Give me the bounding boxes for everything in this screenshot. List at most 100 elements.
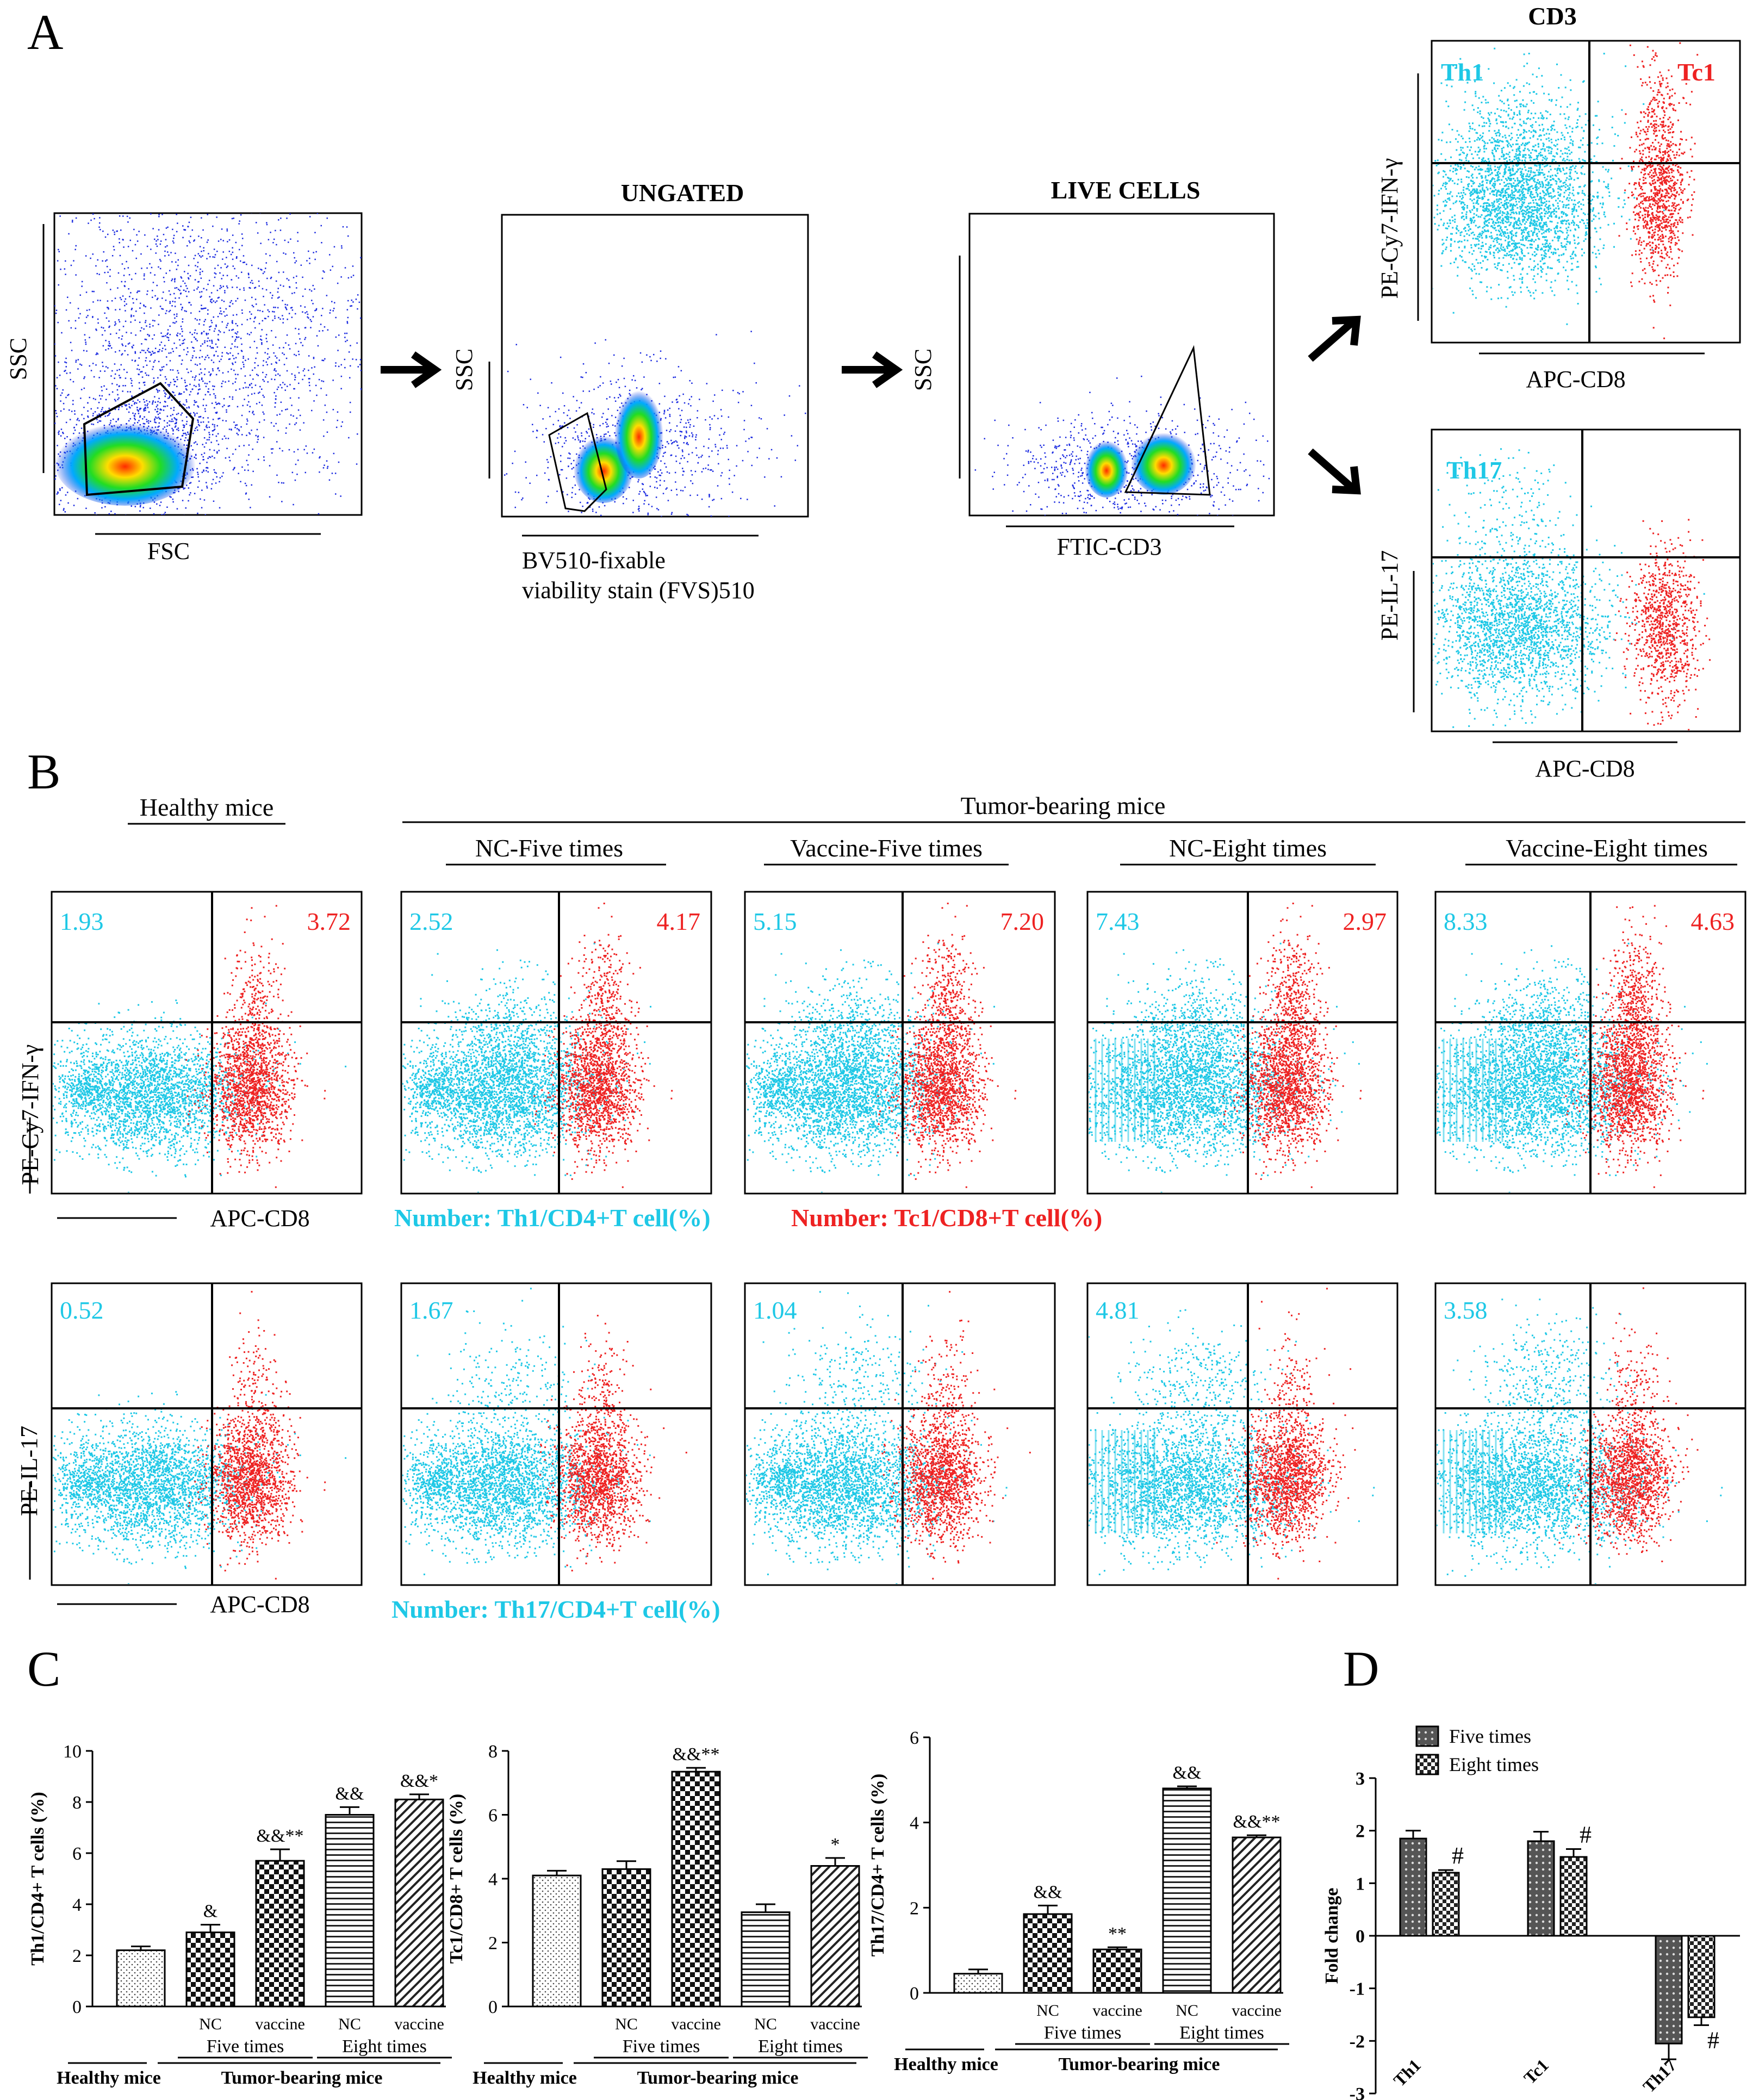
- x-group-label: Eight times: [1179, 2023, 1264, 2043]
- significance-label: &&**: [673, 1744, 720, 1765]
- panel-a-letter: A: [27, 4, 63, 60]
- x-category-label: Th1: [1390, 2055, 1425, 2090]
- x-healthy-label: Healthy mice: [473, 2068, 577, 2088]
- panel-c-letter: C: [27, 1641, 60, 1697]
- x-sub-label: vaccine: [255, 2015, 305, 2033]
- flow-plot-row1-5: 8.33 4.63: [1434, 891, 1746, 1195]
- panel-b-letter: B: [27, 744, 60, 799]
- gate-polygon: [83, 382, 195, 496]
- b-group-label: NC-Five times: [475, 834, 623, 862]
- y-tick-label: -2: [1350, 2031, 1365, 2052]
- a4-q-left: Th1: [1441, 58, 1484, 86]
- bar: [1432, 1872, 1460, 1937]
- b-healthy-label: Healthy mice: [140, 793, 274, 821]
- y-tick-label: 4: [910, 1813, 919, 1834]
- b-th17-value: 1.04: [753, 1296, 797, 1324]
- a4-ylabel: PE-Cy7-IFN-γ: [1376, 158, 1403, 299]
- x-sub-label: vaccine: [394, 2015, 444, 2033]
- b-row1-xlabel: APC-CD8: [210, 1205, 309, 1232]
- significance-label: #: [1452, 1842, 1464, 1869]
- y-tick-label: 6: [910, 1728, 919, 1748]
- x-healthy-label: Healthy mice: [894, 2054, 998, 2074]
- x-group-label: Eight times: [342, 2036, 427, 2056]
- gate-polygon: [548, 412, 607, 512]
- significance-label: &&: [1034, 1882, 1062, 1902]
- legend-swatch: [1415, 1754, 1439, 1775]
- bar: [601, 1868, 651, 2008]
- bar: [1559, 1856, 1588, 1937]
- a2-title: UNGATED: [621, 179, 744, 207]
- arrow-right-icon: [381, 351, 442, 388]
- bar: [394, 1798, 444, 2008]
- b-th1-value: 2.52: [409, 908, 453, 935]
- a5-xlabel: APC-CD8: [1535, 755, 1634, 782]
- a3-xlabel: FTIC-CD3: [1056, 533, 1161, 560]
- y-tick-label: 8: [488, 1742, 498, 1762]
- x-tumor-label: Tumor-bearing mice: [1059, 2054, 1220, 2074]
- b-tc1-value: 2.97: [1343, 908, 1387, 935]
- b-group-label: NC-Eight times: [1169, 834, 1327, 862]
- flow-plot-row2-4: 4.81: [1086, 1282, 1399, 1586]
- x-group-label: Five times: [1044, 2023, 1122, 2043]
- y-tick-label: 2: [1356, 1822, 1365, 1842]
- a1-xlabel: FSC: [147, 538, 190, 564]
- x-group-label: Five times: [623, 2036, 700, 2056]
- legend-label: Eight times: [1449, 1754, 1539, 1775]
- significance-label: &: [203, 1902, 217, 1922]
- arrow-down-right-icon: [1308, 448, 1361, 495]
- significance-label: &&: [1173, 1763, 1202, 1783]
- bar: [671, 1770, 721, 2008]
- flow-plot-row1-2: 2.52 4.17: [400, 891, 712, 1195]
- bar: [185, 1931, 235, 2008]
- bar: [1232, 1836, 1282, 1994]
- gating-plot-live-cells: LIVE CELLS SSC FTIC-CD3: [910, 176, 1275, 560]
- bar: [1687, 1935, 1716, 2018]
- flow-plot-row2-2: 1.67: [400, 1282, 712, 1586]
- y-tick-label: -3: [1350, 2084, 1365, 2100]
- bar: [532, 1874, 582, 2008]
- y-tick-label: 10: [63, 1742, 82, 1762]
- y-tick-label: -1: [1350, 1979, 1365, 1999]
- bar: [1023, 1913, 1073, 1994]
- y-axis-label: Th1/CD4+ T cells (%): [28, 1792, 48, 1965]
- y-tick-label: 4: [72, 1895, 82, 1915]
- y-tick-label: 0: [488, 1997, 498, 2017]
- legend-swatch: [1415, 1725, 1439, 1747]
- b-th17-value: 1.67: [409, 1296, 453, 1324]
- y-tick-label: 4: [488, 1869, 498, 1890]
- y-tick-label: 2: [488, 1934, 498, 1954]
- y-tick-label: 6: [488, 1806, 498, 1826]
- significance-label: &&**: [1233, 1812, 1281, 1832]
- x-sub-label: vaccine: [1232, 2002, 1282, 2020]
- y-tick-label: 1: [1356, 1874, 1365, 1894]
- a1-ylabel: SSC: [5, 338, 32, 380]
- arrow-right-icon: [842, 351, 903, 388]
- b-tc1-value: 4.17: [657, 908, 701, 935]
- a5-q-left: Th17: [1446, 456, 1502, 484]
- y-tick-label: 2: [72, 1946, 82, 1966]
- b-th17-value: 0.52: [60, 1296, 104, 1324]
- bar: [810, 1865, 860, 2008]
- bar: [116, 1949, 166, 2008]
- y-tick-label: 2: [910, 1898, 919, 1918]
- x-sub-label: NC: [615, 2015, 638, 2033]
- significance-label: &&: [335, 1784, 364, 1804]
- quadrant-plot-ifn: CD3 Th1 Tc1 PE-Cy7-IFN-γ APC-CD8: [1376, 2, 1741, 393]
- a4-xlabel: APC-CD8: [1526, 366, 1625, 393]
- significance-label: #: [1707, 2027, 1719, 2053]
- x-sub-label: vaccine: [1092, 2002, 1142, 2020]
- bar: [953, 1973, 1003, 1994]
- gating-plot-fsc-ssc: SSC FSC: [5, 212, 363, 564]
- x-sub-label: vaccine: [810, 2015, 860, 2033]
- x-category-label: Th17: [1639, 2055, 1680, 2096]
- y-tick-label: 6: [72, 1844, 82, 1864]
- legend-label: Five times: [1449, 1725, 1531, 1747]
- bar: [1162, 1787, 1212, 1994]
- y-tick-label: 0: [910, 1984, 919, 2004]
- x-sub-label: NC: [1036, 2002, 1059, 2020]
- b-th1-value: 8.33: [1444, 908, 1488, 935]
- y-tick-label: 0: [1356, 1927, 1365, 1947]
- b-th1-value: 1.93: [60, 908, 104, 935]
- bar-chart-1: 0 2 4 6 8 10 Th1/CD4+ T cells (%) & &&** && &&* NC v…: [28, 1742, 452, 2088]
